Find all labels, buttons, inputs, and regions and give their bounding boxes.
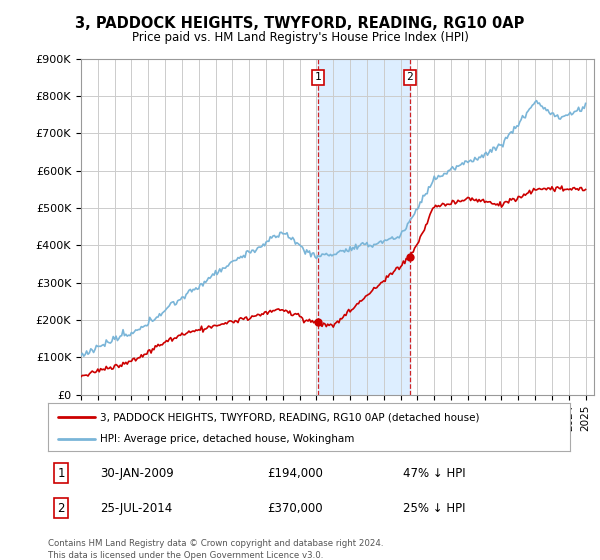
Text: 47% ↓ HPI: 47% ↓ HPI <box>403 466 466 480</box>
Text: 3, PADDOCK HEIGHTS, TWYFORD, READING, RG10 0AP: 3, PADDOCK HEIGHTS, TWYFORD, READING, RG… <box>76 16 524 31</box>
Text: 25-JUL-2014: 25-JUL-2014 <box>100 502 172 515</box>
Text: 1: 1 <box>314 72 321 82</box>
Text: Contains HM Land Registry data © Crown copyright and database right 2024.
This d: Contains HM Land Registry data © Crown c… <box>48 539 383 559</box>
Text: HPI: Average price, detached house, Wokingham: HPI: Average price, detached house, Woki… <box>100 434 355 444</box>
Text: 30-JAN-2009: 30-JAN-2009 <box>100 466 174 480</box>
Text: 1: 1 <box>58 466 65 480</box>
Text: 2: 2 <box>58 502 65 515</box>
Text: £370,000: £370,000 <box>267 502 323 515</box>
Text: £194,000: £194,000 <box>267 466 323 480</box>
Text: 2: 2 <box>407 72 413 82</box>
Text: Price paid vs. HM Land Registry's House Price Index (HPI): Price paid vs. HM Land Registry's House … <box>131 31 469 44</box>
Text: 3, PADDOCK HEIGHTS, TWYFORD, READING, RG10 0AP (detached house): 3, PADDOCK HEIGHTS, TWYFORD, READING, RG… <box>100 413 480 422</box>
Bar <box>318 59 410 395</box>
Text: 25% ↓ HPI: 25% ↓ HPI <box>403 502 466 515</box>
